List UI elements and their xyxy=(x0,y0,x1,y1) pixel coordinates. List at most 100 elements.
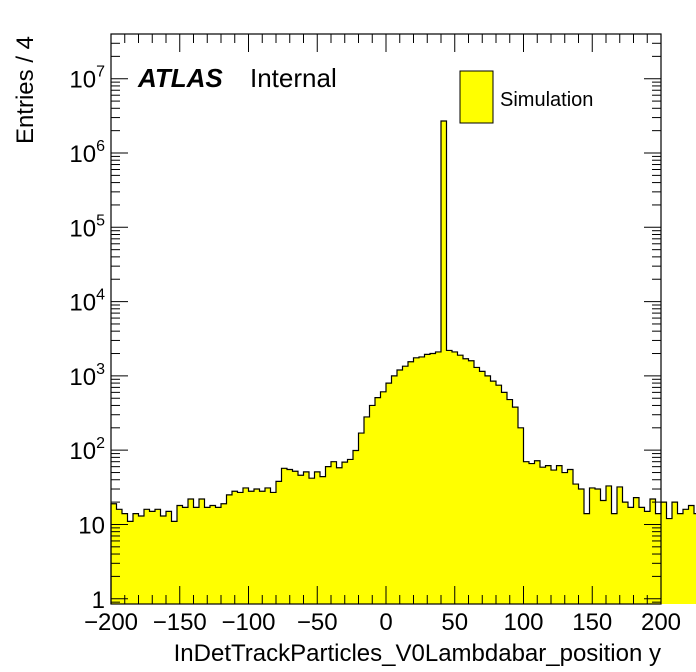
histogram-bin xyxy=(325,466,332,604)
histogram-bin xyxy=(683,509,689,604)
histogram-bin xyxy=(435,351,442,604)
histogram-bin xyxy=(441,120,447,604)
histogram-bin xyxy=(606,485,612,604)
x-tick-label: 100 xyxy=(503,609,543,636)
histogram-bin xyxy=(633,497,640,604)
histogram-bin xyxy=(270,492,277,604)
histogram-bin xyxy=(424,354,431,604)
x-tick-label: −50 xyxy=(297,609,338,636)
legend-label: Simulation xyxy=(500,89,593,111)
histogram-bin xyxy=(144,509,150,604)
histogram-bin xyxy=(210,505,216,604)
histogram-bin xyxy=(463,358,469,604)
histogram-bin xyxy=(160,516,167,604)
histogram-bin xyxy=(573,484,579,604)
histogram-bin xyxy=(468,360,475,604)
histogram-bin xyxy=(529,463,535,604)
histogram-bin xyxy=(562,472,568,604)
histogram-bin xyxy=(226,494,233,604)
y-tick-label: 1 xyxy=(92,587,105,614)
histogram-bin xyxy=(672,502,678,604)
histogram-bin xyxy=(655,513,662,604)
histogram-bin xyxy=(661,502,667,604)
y-tick-label: 103 xyxy=(69,361,105,391)
histogram-bin xyxy=(320,476,326,604)
histogram-bin xyxy=(501,392,508,604)
histogram-bin xyxy=(413,357,420,604)
x-axis-title: InDetTrackParticles_V0Lambdabar_position… xyxy=(174,640,661,667)
histogram-bin xyxy=(347,459,354,604)
histogram-bin xyxy=(292,471,299,604)
histogram-bin xyxy=(485,375,491,604)
histogram-bin xyxy=(122,513,128,604)
histogram-bin xyxy=(595,489,601,604)
histogram-bin xyxy=(567,469,574,604)
histogram-bin xyxy=(628,507,634,604)
histogram-bin xyxy=(578,489,585,604)
histogram-bin xyxy=(276,481,282,604)
histogram-bin xyxy=(166,511,172,604)
y-axis-title: Entries / 4 xyxy=(12,36,39,144)
histogram-bin xyxy=(248,491,255,604)
histogram-bin xyxy=(380,391,387,604)
x-tick-label: −200 xyxy=(84,609,138,636)
histogram-bin xyxy=(666,518,673,604)
histogram-bin xyxy=(523,461,530,604)
histogram-bin xyxy=(584,513,590,604)
histogram-bin xyxy=(556,465,563,604)
x-tick-label: 50 xyxy=(441,609,468,636)
histogram-bin xyxy=(375,397,381,604)
histogram-bin xyxy=(644,511,651,604)
histogram-bin xyxy=(204,507,211,604)
histogram-bin xyxy=(512,407,519,604)
histogram-bin xyxy=(694,513,696,604)
x-tick-label: 200 xyxy=(641,609,681,636)
x-tick-label: 150 xyxy=(572,609,612,636)
histogram-bin xyxy=(265,487,271,604)
x-tick-labels: −200 −150 −100 −50 0 50 100 150 200 xyxy=(84,609,681,636)
histogram-bin xyxy=(314,471,321,604)
histogram-bin xyxy=(545,465,552,604)
histogram-bin xyxy=(298,475,304,604)
histogram-bin xyxy=(622,502,629,604)
histogram-bin xyxy=(281,468,288,604)
histogram-bin xyxy=(342,462,348,604)
histogram-bin xyxy=(353,450,359,604)
x-tick-label: −150 xyxy=(153,609,207,636)
histogram-bars xyxy=(110,120,696,604)
histogram-bin xyxy=(457,355,464,604)
histogram-bin xyxy=(221,503,227,604)
histogram-bin xyxy=(138,516,145,604)
histogram-bin xyxy=(589,487,596,604)
histogram-bin xyxy=(309,478,315,604)
histogram-bin xyxy=(149,511,156,604)
plot-frame xyxy=(110,33,662,605)
histogram-bin xyxy=(182,507,189,604)
histogram-bin xyxy=(479,371,486,604)
y-tick-label: 105 xyxy=(69,212,105,242)
x-tick-label: −100 xyxy=(221,609,275,636)
histogram-bin xyxy=(369,405,376,604)
histogram-bin xyxy=(254,489,260,604)
y-tick-label: 107 xyxy=(69,64,105,94)
histogram-bin xyxy=(364,416,370,604)
histogram-bin xyxy=(540,467,546,604)
histogram-bin xyxy=(688,505,695,604)
histogram-bin xyxy=(639,507,645,604)
y-tick-label: 106 xyxy=(69,138,105,168)
histogram-bin xyxy=(534,460,541,604)
histogram-bin xyxy=(391,375,398,604)
atlas-label: ATLAS xyxy=(137,63,223,93)
histogram-bin xyxy=(133,513,139,604)
histogram-bin xyxy=(171,521,178,604)
histogram-bin xyxy=(188,499,194,604)
histogram-bin xyxy=(518,427,524,604)
histogram-bin xyxy=(650,499,656,604)
histogram-bin xyxy=(287,469,293,604)
histogram-bin xyxy=(617,486,623,604)
histogram-bin xyxy=(474,367,480,604)
histogram-bin xyxy=(490,381,497,604)
histogram-bin xyxy=(600,500,607,604)
histogram-bin xyxy=(331,461,337,604)
